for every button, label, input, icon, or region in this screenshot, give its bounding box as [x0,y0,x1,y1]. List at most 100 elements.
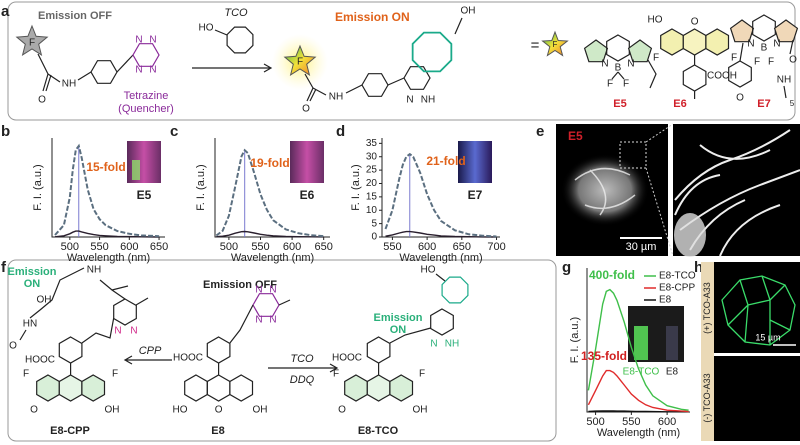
atom: O [338,405,346,416]
x-tick-label: 500 [220,241,238,253]
state-label: Emission ON [335,10,410,24]
atom: F [768,57,774,68]
atom: O [30,405,38,416]
atom: N [149,35,156,46]
cell [674,213,706,257]
reagent-label: TCO [224,7,248,19]
y-axis-label: F. I. (a.u.) [350,164,362,210]
atom: O [302,104,310,115]
inset-label: E8-TCO [623,367,660,378]
bond [304,73,363,102]
ring [660,28,684,56]
atom: 5 [790,99,795,108]
panel-label: h [694,259,703,276]
series-line [588,410,689,413]
atom: OH [105,405,120,416]
series-line [384,152,497,238]
series-line [587,288,689,411]
atom: F [731,53,737,64]
tetrazine-ring [252,293,280,317]
x-tick-label: 600 [283,241,301,253]
state-label: Emission OFF [38,10,112,22]
tetrazine-ring [132,43,160,67]
x-axis-label: Wavelength (nm) [67,252,150,264]
tco-ring [226,26,254,54]
ring [361,73,389,97]
equals: = [531,37,540,54]
ring [682,28,707,56]
fluorophore-star [541,30,569,57]
atom: N [135,35,142,46]
panel-box [7,259,557,442]
x-tick-label: 650 [150,241,168,253]
x-axis-label: Wavelength (nm) [231,252,314,264]
ring [184,374,208,402]
zoom-line [645,123,674,257]
y-tick-label: 30 [366,151,378,162]
atom: F [754,57,760,68]
panel-label: e [536,123,544,140]
atom: F [653,53,659,64]
ring [90,60,118,84]
annotation: E5 [137,188,152,202]
x-tick-label: 550 [622,416,640,428]
inset-label: E8 [666,367,679,378]
atom: F [297,57,303,68]
atom: B [615,63,622,74]
atom: N [406,95,413,106]
atom: N [747,39,754,50]
atom: N [773,39,780,50]
series-line [54,230,160,238]
condition-label: (-) TCO-A33 [702,373,712,422]
y-axis-label: F. I. (a.u.) [195,164,207,210]
x-axis-label: Wavelength (nm) [597,427,680,439]
bond [37,53,92,92]
atom: HOOC [332,353,362,364]
atom: O [38,95,46,106]
atom: COOH [707,71,737,82]
x-tick-label: 600 [120,241,138,253]
mitochondria [574,167,636,216]
ring [366,336,391,364]
ring [206,336,231,364]
arrow [192,63,273,73]
x-tick-label: 600 [418,241,436,253]
annotation: 400-fold [589,268,635,282]
atom: NH [62,79,76,90]
ring [389,374,414,402]
atom: F [553,40,558,49]
atom: F [607,79,613,90]
ring [58,374,83,402]
panel-label: a [1,3,10,20]
inset-photo [666,326,678,360]
atom: NH [777,75,791,86]
zoom-box [619,141,647,169]
tetrazine-label: Tetrazine [124,90,169,102]
cyclooctane-ring [411,31,453,73]
atom: O [789,55,797,66]
y-tick-label: 35 [366,138,378,149]
atom: HO [199,23,214,34]
atom: HO [648,15,663,26]
atom: N [430,339,437,350]
compound-label: E8 [211,425,224,437]
state-label: Emission [8,266,57,278]
atom: OH [461,6,476,17]
atom: N [130,326,137,337]
label-strip [701,262,714,441]
annotation: 135-fold [581,349,627,363]
atom: N [269,285,276,296]
ring [366,374,391,402]
y-tick-label: 20 [366,178,378,189]
bond [454,17,463,35]
atom: B [761,43,768,54]
legend-label: E8-TCO [659,271,696,282]
micrograph [714,356,800,441]
panel-label: b [1,123,10,140]
cell [561,154,649,226]
scale-label: 30 µm [626,241,657,253]
x-axis-label: Wavelength (nm) [399,252,482,264]
atom: OH [37,295,52,306]
atom: HOOC [173,353,203,364]
